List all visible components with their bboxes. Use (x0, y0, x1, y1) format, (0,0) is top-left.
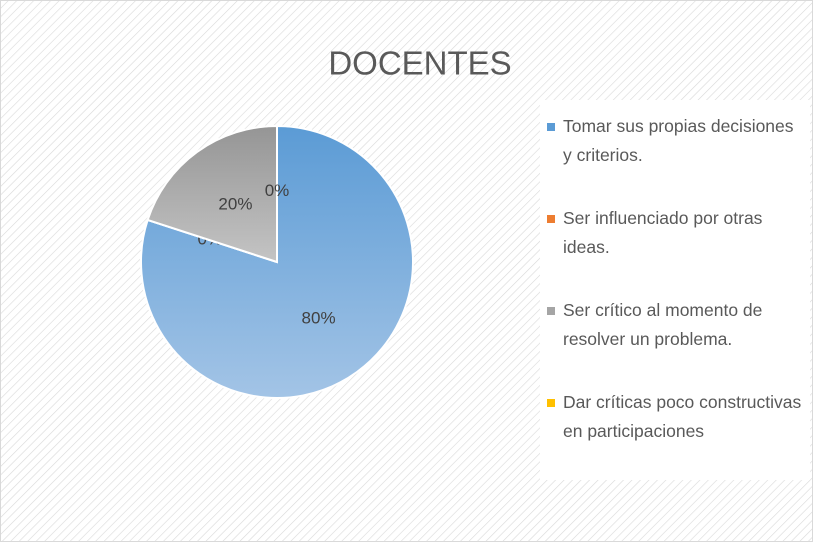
legend-bg (540, 100, 810, 480)
legend-swatch (547, 123, 555, 131)
legend: Tomar sus propias decisiones y criterios… (545, 112, 807, 480)
legend-item: Ser influenciado por otras ideas. (545, 204, 807, 262)
legend-swatch (547, 215, 555, 223)
legend-item: Ser crítico al momento de resolver un pr… (545, 296, 807, 354)
data-label: 0% (265, 181, 290, 200)
legend-label: Tomar sus propias decisiones y criterios… (563, 116, 794, 165)
data-label: 20% (218, 194, 252, 213)
legend-swatch (547, 307, 555, 315)
legend-label: Ser influenciado por otras ideas. (563, 208, 763, 257)
legend-item: Dar críticas poco constructivas en parti… (545, 388, 807, 446)
legend-swatch (547, 399, 555, 407)
pie-slice (146, 124, 278, 264)
data-label: 80% (302, 309, 336, 328)
legend-item: Tomar sus propias decisiones y criterios… (545, 112, 807, 170)
chart-title: DOCENTES (328, 45, 511, 82)
legend-label: Dar críticas poco constructivas en parti… (563, 392, 802, 441)
legend-label: Ser crítico al momento de resolver un pr… (563, 300, 763, 349)
